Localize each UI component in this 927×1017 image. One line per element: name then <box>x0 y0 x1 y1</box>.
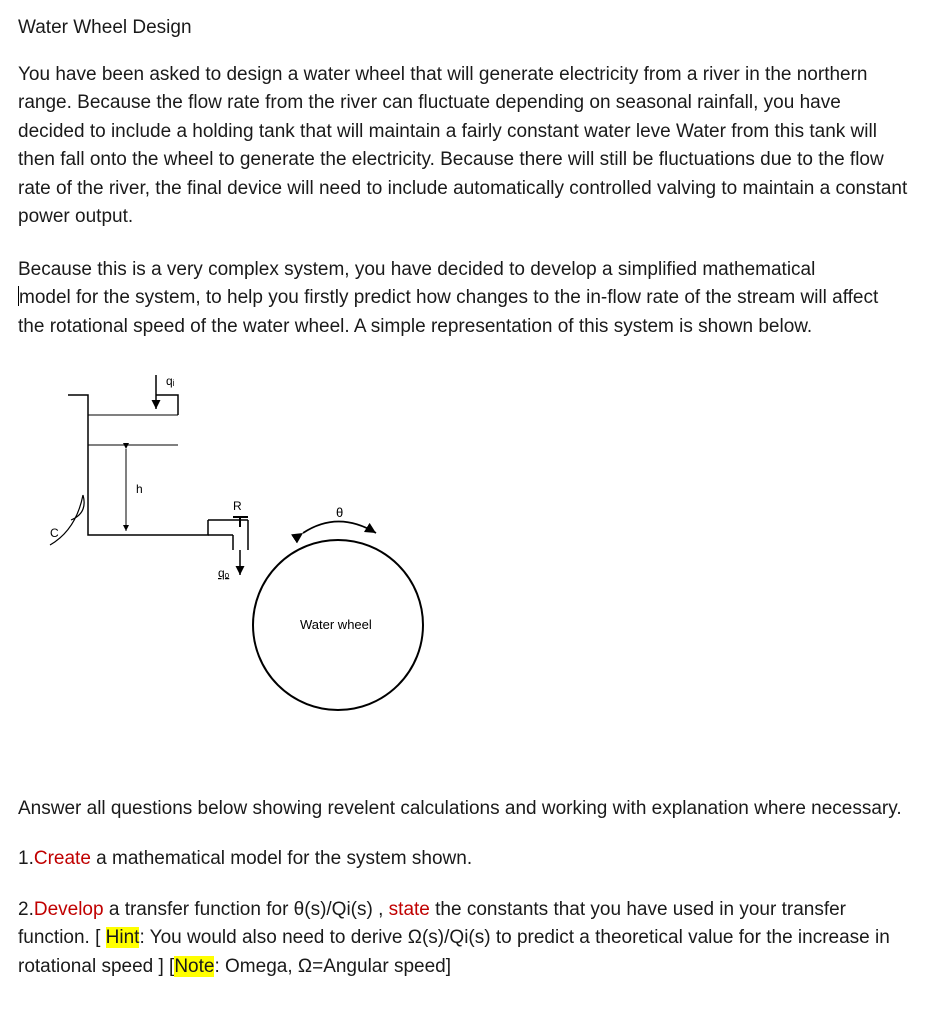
instructions: Answer all questions below showing revel… <box>18 795 909 824</box>
page-title: Water Wheel Design <box>18 14 909 43</box>
q2-part3: : You would also need to derive Ω(s)/Qi(… <box>18 927 890 977</box>
text-cursor <box>18 286 19 306</box>
q2-part4: : Omega, Ω=Angular speed] <box>214 956 451 977</box>
label-r: R <box>233 499 242 513</box>
q2-verb2: state <box>389 899 430 920</box>
label-water-wheel: Water wheel <box>300 617 372 632</box>
question-1: 1.Create a mathematical model for the sy… <box>18 845 909 874</box>
label-h: h <box>136 482 143 496</box>
q2-verb: Develop <box>34 899 104 920</box>
q1-number: 1. <box>18 848 34 869</box>
question-2: 2.Develop a transfer function for θ(s)/Q… <box>18 896 909 982</box>
paragraph-2: Because this is a very complex system, y… <box>18 256 909 342</box>
q1-verb: Create <box>34 848 91 869</box>
tank-outline <box>68 395 208 535</box>
q2-part1: a transfer function for θ(s)/Qi(s) , <box>104 899 389 920</box>
q2-note: Note <box>174 956 214 977</box>
paragraph-1: You have been asked to design a water wh… <box>18 61 909 232</box>
q2-number: 2. <box>18 899 34 920</box>
para2-text-b: model for the system, to help you firstl… <box>18 287 878 337</box>
diagram-svg: qᵢ h C R qₒ Water wheel θ <box>18 365 478 745</box>
para2-text-a: Because this is a very complex system, y… <box>18 259 815 280</box>
label-qi: qᵢ <box>166 374 175 388</box>
q2-hint: Hint <box>106 927 140 948</box>
label-c: C <box>50 526 59 540</box>
system-diagram: qᵢ h C R qₒ Water wheel θ <box>18 365 518 755</box>
label-qo: qₒ <box>218 566 230 580</box>
theta-arc <box>303 522 376 534</box>
q1-rest: a mathematical model for the system show… <box>91 848 472 869</box>
label-theta: θ <box>336 505 343 520</box>
